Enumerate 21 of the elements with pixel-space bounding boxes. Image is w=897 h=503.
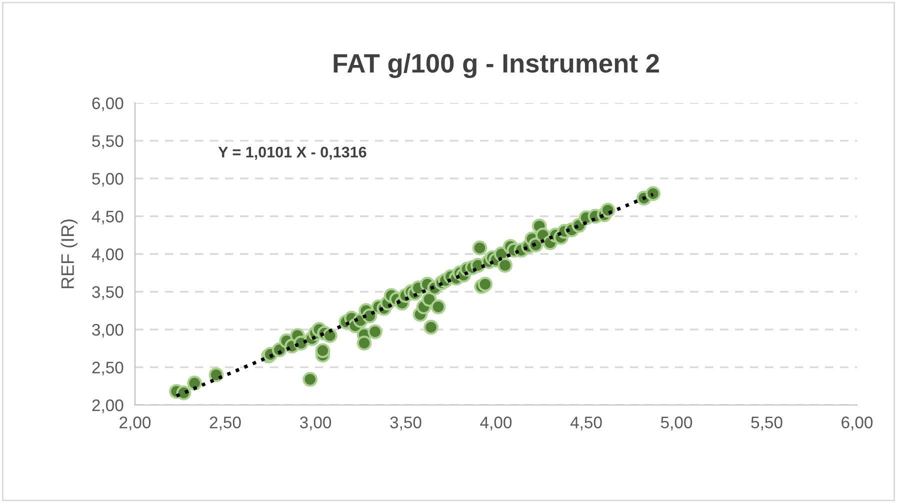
annotation: Y = 1,0101 X - 0,1316: [218, 146, 366, 160]
y-tick-label: 2,00: [92, 399, 124, 414]
chart-title: FAT g/100 g - Instrument 2: [334, 53, 659, 78]
y-tick-label: 4,00: [92, 248, 124, 262]
y-axis-title: REF (IR): [60, 220, 78, 288]
x-tick-label: 3,00: [300, 416, 332, 430]
x-tick-label: 2,00: [120, 416, 151, 430]
y-tick-label: 4,50: [92, 210, 124, 224]
y-tick-label: 3,00: [92, 324, 124, 338]
x-tick-label: 4,50: [570, 416, 602, 430]
x-tick-label: 5,50: [751, 416, 782, 430]
x-tick-label: 2,50: [210, 416, 241, 430]
y-tick-label: 5,50: [92, 135, 124, 149]
y-tick-label: 3,50: [92, 286, 124, 300]
x-tick-label: 4,00: [480, 416, 512, 430]
y-tick-label: 2,50: [92, 362, 124, 376]
y-tick-label: 6,00: [92, 97, 124, 112]
y-tick-label: 5,00: [92, 172, 124, 187]
x-tick-label: 6,00: [842, 416, 873, 430]
x-tick-label: 5,00: [660, 416, 692, 430]
x-tick-label: 3,50: [390, 416, 422, 430]
